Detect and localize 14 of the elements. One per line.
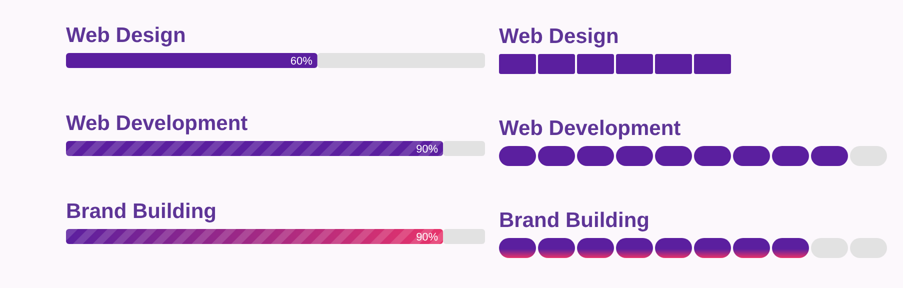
category-label: Brand Building xyxy=(66,200,216,223)
category-label: Web Development xyxy=(66,112,248,135)
bar xyxy=(499,238,811,258)
category-label: Web Design xyxy=(66,24,186,47)
data-label: 60% xyxy=(290,56,313,68)
bar xyxy=(499,146,850,166)
data-label: 90% xyxy=(416,144,438,156)
bar xyxy=(811,238,889,258)
y-tick-label: Web Development xyxy=(499,117,681,140)
y-tick-label: Brand Building xyxy=(499,209,650,232)
data-label: 90% xyxy=(416,232,438,244)
bar xyxy=(850,146,889,166)
y-tick-label: Web Design xyxy=(499,25,619,48)
bar xyxy=(499,54,733,74)
